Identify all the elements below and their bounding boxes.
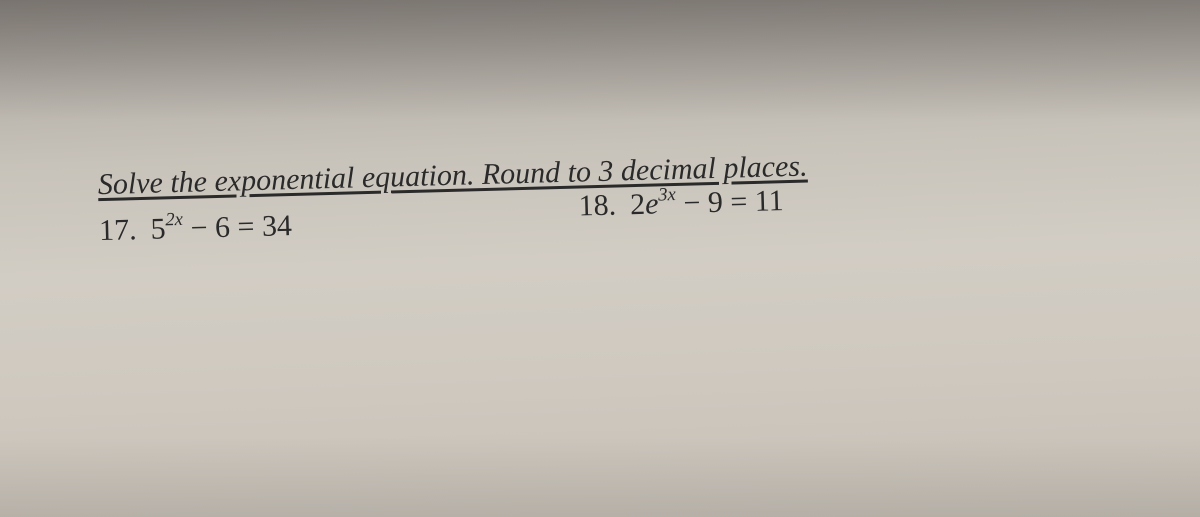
problem-17-equation: 52x − 6 = 34	[150, 208, 292, 247]
exponent: 3x	[658, 184, 676, 205]
problem-number: 17.	[99, 213, 137, 248]
coef: 2	[630, 188, 646, 221]
problem-number: 18.	[578, 189, 616, 224]
rest: − 9 = 11	[676, 184, 785, 220]
worksheet-page: Solve the exponential equation. Round to…	[0, 0, 1200, 517]
rest: − 6 = 34	[183, 209, 293, 245]
problem-18-equation: 2e3x − 9 = 11	[630, 183, 784, 222]
base: 5	[150, 212, 166, 245]
problem-17: 17. 52x − 6 = 34	[99, 201, 580, 249]
base: e	[645, 187, 659, 220]
exponent: 2x	[165, 209, 183, 230]
